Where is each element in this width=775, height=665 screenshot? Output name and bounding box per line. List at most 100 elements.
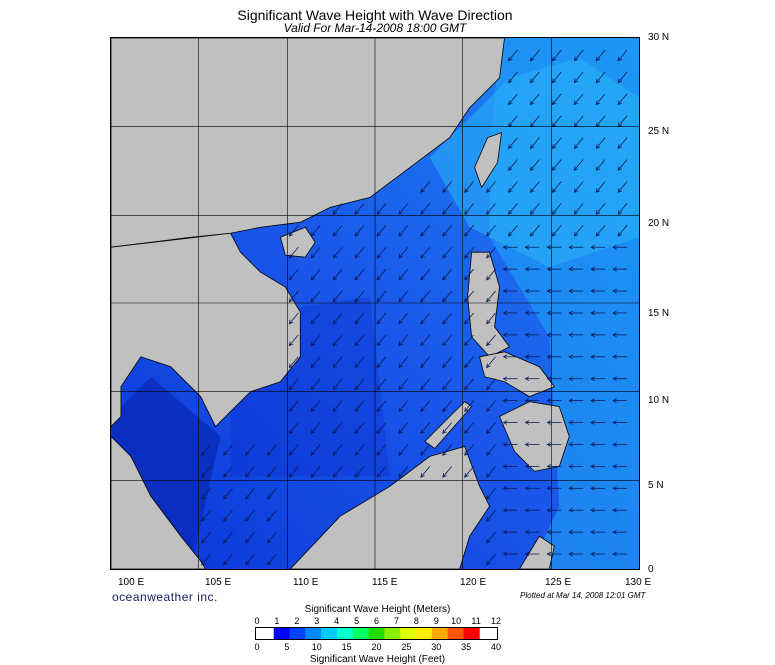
wave-arrow [420,466,431,478]
sea-band-north [429,57,639,268]
wave-arrow [574,71,584,83]
wave-arrow [289,225,299,237]
wave-arrow [574,49,584,61]
wave-arrow [201,553,211,566]
wave-arrow-head [590,244,595,250]
legend-tick: 8 [413,616,419,626]
wave-arrow-head [590,551,595,557]
wave-arrow [508,71,518,83]
wave-arrow-head [266,473,272,478]
wave-arrow-head [354,341,360,347]
wave-arrow-head [546,529,552,535]
legend-tick: 15 [341,642,352,652]
wave-arrow-head [612,464,617,469]
wave-arrow [617,181,628,193]
wave-arrow-head [464,232,469,237]
wave-arrow-head [288,297,294,303]
wave-arrow-head [398,253,403,259]
wave-arrow [420,203,431,215]
wave-arrow-head [266,538,272,544]
wave-arrow-head [310,253,316,259]
wave-arrow-head [529,188,535,193]
wave-arrow [595,137,606,149]
wave-arrow [464,378,474,390]
wave-arrow [376,422,387,434]
wave-arrow-head [288,473,294,478]
wave-arrow [311,356,321,368]
wave-arrow [552,93,562,105]
wave-arrow-head [376,407,381,413]
wave-arrow [617,49,628,61]
wave-arrow-head [568,442,573,447]
wave-arrow-head [354,253,360,259]
wave-arrow [376,268,387,281]
wave-arrow [420,268,431,281]
wave-arrow-head [464,253,469,259]
wave-arrow-head [524,376,530,381]
wave-arrow [267,488,277,500]
lon-label: 115 E [372,577,398,588]
land-borneo [289,445,491,569]
wave-arrow-head [332,451,338,456]
wave-arrow [530,159,540,171]
land-taiwan [474,132,503,189]
wave-arrow-head [464,341,469,347]
wave-arrow-head [288,341,294,347]
wave-arrow-head [502,354,508,360]
wave-arrow-head [398,275,403,281]
wave-arrow [420,181,431,193]
colorbar-swatch [336,628,354,639]
wave-arrow [311,378,321,390]
wave-arrow-head [524,398,530,403]
wave-arrow [398,290,409,303]
wave-arrow [486,422,496,434]
wave-arrow-head [529,56,535,62]
wave-arrow-head [595,232,601,237]
wave-arrow-head [376,363,381,369]
wave-arrow-head [612,529,617,535]
wave-arrow [354,378,365,390]
legend-tick: 6 [373,616,380,626]
wave-arrow [332,203,343,215]
wave-arrow-head [546,332,552,338]
wave-arrow [420,444,431,456]
wave-arrow-head [288,232,294,237]
wave-arrow [464,334,474,346]
wave-arrow-head [590,266,595,272]
wave-arrow-head [502,420,508,425]
legend-meters-title: Significant Wave Height (Meters) [304,604,451,615]
wave-arrow [245,531,255,544]
wave-arrow-head [442,363,447,369]
wave-arrow [574,137,584,149]
wave-arrow [617,115,628,127]
wave-arrow-head [201,473,206,478]
wave-arrow-head [486,363,491,369]
wave-arrow [464,356,474,368]
wave-arrow-head [590,464,595,469]
wave-arrow [442,312,453,324]
legend-tick: 10 [311,642,322,652]
colorbar-swatch [400,628,417,639]
wave-arrow [574,93,584,105]
wave-arrow-head [595,188,601,193]
wave-arrow [442,225,453,237]
wave-arrow-head [568,420,573,425]
wave-arrow-head [354,385,360,391]
wave-arrow [420,334,431,346]
wave-arrow-head [524,486,530,491]
land-malay-peninsula [111,435,207,569]
wave-arrow-head [420,407,425,413]
wave-arrow-head [595,122,601,128]
wave-arrow-head [486,210,491,215]
wave-arrow-head [486,407,491,413]
wave-arrow-head [590,310,595,316]
wave-arrow-head [420,429,425,434]
wave-arrow [420,246,431,259]
wave-arrow-head [529,166,535,171]
wave-arrow [508,225,518,237]
wave-arrow-head [420,297,425,303]
wave-arrow [464,422,474,434]
wave-arrow [376,334,387,346]
wave-arrow-head [508,56,513,62]
wave-arrow [398,203,409,215]
